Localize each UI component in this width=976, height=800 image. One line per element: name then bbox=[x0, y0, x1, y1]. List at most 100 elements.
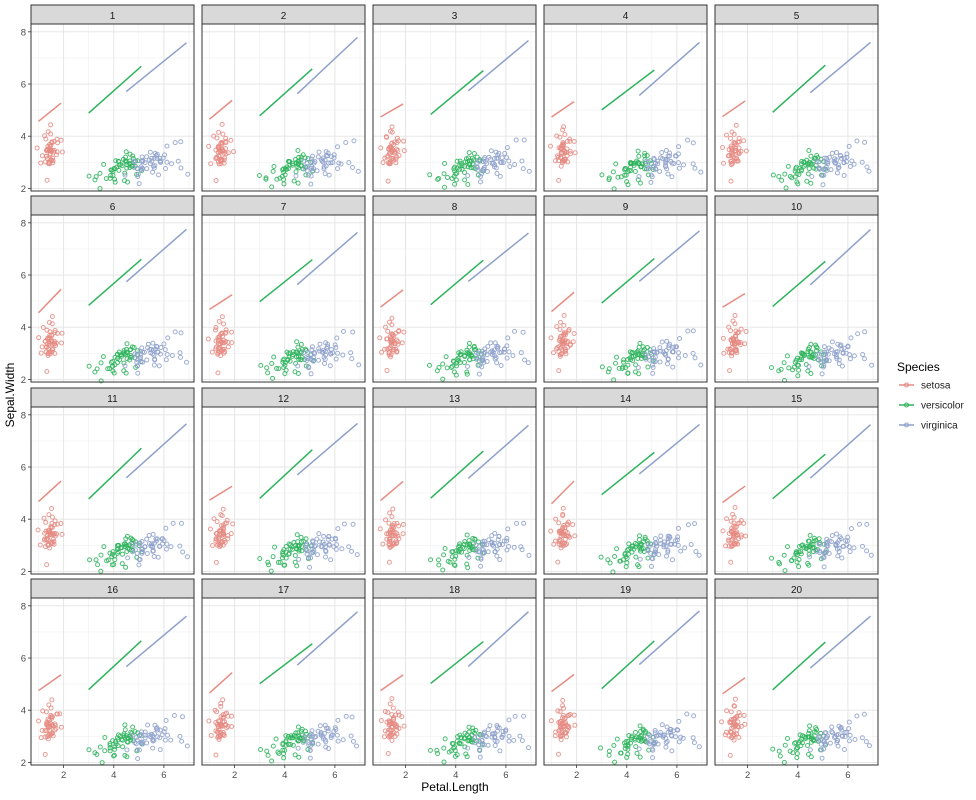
data-point bbox=[222, 711, 228, 717]
data-point bbox=[662, 539, 668, 545]
data-point bbox=[521, 713, 527, 719]
data-point bbox=[325, 726, 331, 732]
data-point bbox=[453, 177, 459, 183]
data-point bbox=[382, 708, 388, 714]
y-tick-label: 2 bbox=[21, 758, 26, 769]
y-tick-label: 2 bbox=[21, 184, 26, 195]
data-point bbox=[155, 734, 161, 740]
data-point bbox=[340, 328, 346, 334]
data-point bbox=[557, 538, 563, 544]
data-point bbox=[560, 343, 566, 349]
data-point bbox=[682, 353, 688, 359]
data-point bbox=[511, 328, 517, 334]
data-point bbox=[512, 713, 518, 719]
data-point bbox=[732, 541, 738, 547]
data-point bbox=[835, 743, 841, 749]
data-point bbox=[562, 348, 568, 354]
data-point bbox=[216, 536, 222, 542]
data-point bbox=[727, 368, 733, 374]
data-point bbox=[639, 161, 645, 167]
data-point bbox=[650, 755, 656, 761]
data-point bbox=[329, 154, 335, 160]
series-setosa bbox=[548, 291, 577, 374]
data-point bbox=[813, 729, 819, 735]
data-point bbox=[317, 341, 323, 347]
data-point bbox=[98, 360, 104, 366]
data-point bbox=[315, 741, 321, 747]
data-point bbox=[223, 140, 229, 146]
data-point bbox=[698, 362, 704, 368]
data-point bbox=[47, 351, 53, 357]
data-point bbox=[786, 365, 792, 371]
x-tick-label: 6 bbox=[161, 770, 166, 781]
data-point bbox=[479, 550, 485, 556]
data-point bbox=[334, 335, 340, 341]
legend-entry-setosa: setosa bbox=[899, 381, 951, 392]
trend-line bbox=[125, 615, 187, 668]
data-point bbox=[651, 741, 657, 747]
data-point bbox=[122, 170, 128, 176]
data-point bbox=[816, 159, 822, 165]
data-point bbox=[101, 161, 107, 167]
data-point bbox=[732, 504, 738, 510]
data-point bbox=[395, 709, 401, 715]
data-point bbox=[520, 329, 526, 335]
data-point bbox=[464, 532, 470, 538]
data-point bbox=[570, 339, 576, 345]
data-point bbox=[690, 161, 696, 167]
data-point bbox=[723, 132, 729, 138]
data-point bbox=[107, 741, 113, 747]
data-point bbox=[734, 529, 740, 535]
data-point bbox=[122, 722, 128, 728]
data-point bbox=[389, 124, 395, 130]
data-point bbox=[521, 520, 527, 526]
data-point bbox=[175, 158, 181, 164]
data-point bbox=[312, 351, 318, 357]
data-point bbox=[269, 360, 275, 366]
data-point bbox=[256, 173, 262, 179]
facet-strip-label: 12 bbox=[278, 394, 290, 405]
data-point bbox=[42, 338, 48, 344]
data-point bbox=[282, 371, 288, 377]
data-point bbox=[435, 751, 441, 757]
data-point bbox=[401, 138, 407, 144]
data-point bbox=[136, 562, 142, 568]
data-point bbox=[690, 735, 696, 741]
data-point bbox=[721, 160, 727, 166]
data-point bbox=[150, 169, 156, 175]
data-point bbox=[157, 544, 163, 550]
data-point bbox=[794, 171, 800, 177]
trend-line bbox=[380, 289, 404, 308]
data-point bbox=[287, 735, 293, 741]
data-point bbox=[625, 169, 631, 175]
data-point bbox=[132, 351, 138, 357]
data-point bbox=[851, 545, 857, 551]
data-point bbox=[296, 754, 302, 760]
series-virginica bbox=[806, 228, 875, 377]
data-point bbox=[497, 350, 503, 356]
data-point bbox=[265, 370, 271, 376]
data-point bbox=[264, 748, 270, 754]
data-point bbox=[560, 732, 566, 738]
data-point bbox=[465, 363, 471, 369]
data-point bbox=[458, 735, 464, 741]
data-point bbox=[331, 155, 337, 161]
data-point bbox=[836, 361, 842, 367]
data-point bbox=[144, 551, 150, 557]
data-point bbox=[381, 734, 387, 740]
data-point bbox=[152, 356, 158, 362]
data-point bbox=[854, 138, 860, 144]
data-point bbox=[289, 546, 295, 552]
data-point bbox=[822, 730, 828, 736]
data-point bbox=[844, 151, 850, 157]
data-point bbox=[801, 544, 807, 550]
data-point bbox=[840, 543, 846, 549]
data-point bbox=[473, 349, 479, 355]
trend-line bbox=[259, 643, 313, 685]
data-point bbox=[637, 754, 643, 760]
data-point bbox=[440, 376, 446, 382]
data-point bbox=[741, 520, 747, 526]
data-point bbox=[333, 345, 339, 351]
data-point bbox=[805, 742, 811, 748]
trend-line bbox=[809, 41, 871, 94]
